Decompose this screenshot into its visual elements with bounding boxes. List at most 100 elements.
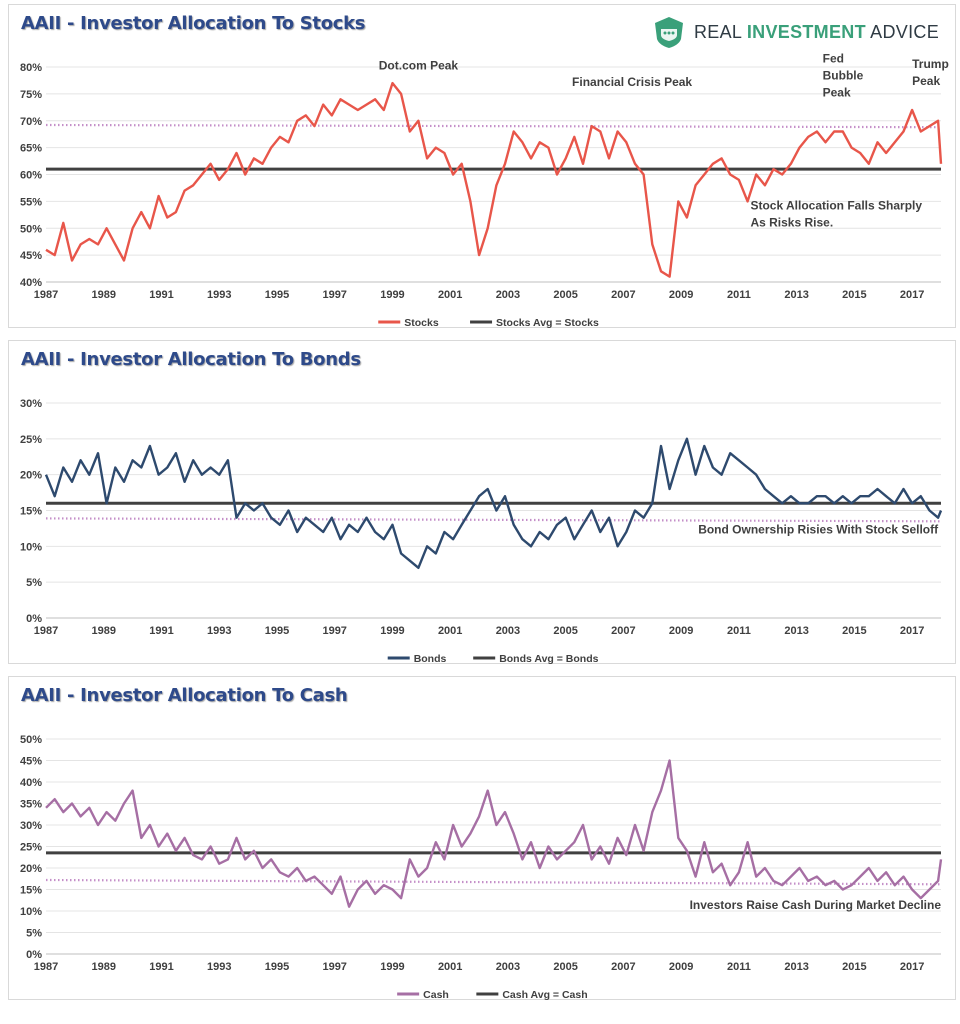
bonds-x-tick-label: 1995	[265, 625, 289, 637]
stocks-x-tick-label: 2007	[611, 289, 635, 301]
stocks-x-tick-label: 1991	[149, 289, 173, 301]
cash-y-tick-label: 40%	[20, 777, 42, 789]
cash-x-tick-label: 2015	[842, 961, 866, 973]
stocks-annotation: Trump Peak	[912, 57, 949, 88]
cash-y-tick-label: 20%	[20, 863, 42, 875]
bonds-x-tick-label: 2003	[496, 625, 520, 637]
cash-x-tick-label: 1997	[322, 961, 346, 973]
cash-x-tick-label: 1987	[34, 961, 58, 973]
cash-annotation: Investors Raise Cash During Market Decli…	[690, 898, 942, 912]
cash-x-tick-label: 2011	[727, 961, 751, 973]
bonds-chart-panel: AAII - Investor Allocation To Bonds 0% 5%…	[8, 340, 956, 665]
stocks-annotation-line: Financial Crisis Peak	[572, 75, 692, 89]
stocks-legend-label: Stocks Avg = Stocks	[496, 317, 599, 329]
stocks-annotation-line: Stock Allocation Falls Sharply	[750, 198, 922, 212]
stocks-x-tick-label: 1993	[207, 289, 231, 301]
bonds-x-tick-label: 1999	[380, 625, 404, 637]
bonds-series-line	[44, 437, 943, 570]
stocks-annotation: Fed Bubble Peak	[823, 52, 864, 100]
brand-name-part3: ADVICE	[865, 21, 939, 42]
stocks-x-tick-label: 2015	[842, 289, 866, 301]
stocks-x-tick-label: 1999	[380, 289, 404, 301]
cash-y-tick-label: 0%	[26, 949, 42, 961]
brand-logo: REAL INVESTMENT ADVICE	[652, 15, 939, 49]
stocks-chart: 40% 45% 50% 55% 60% 65% 70% 75% 80% 1987 1989 1991 1…	[20, 52, 949, 329]
stocks-annotation-line: Fed	[823, 52, 844, 66]
cash-x-tick-label: 1993	[207, 961, 231, 973]
bonds-y-tick-label: 0%	[26, 613, 42, 625]
bonds-x-tick-label: 2011	[727, 625, 751, 637]
stocks-annotation-line: Trump	[912, 57, 949, 71]
bonds-x-tick-label: 1997	[322, 625, 346, 637]
stocks-y-tick-label: 80%	[20, 62, 42, 74]
cash-x-tick-label: 2009	[669, 961, 693, 973]
stocks-x-tick-label: 1995	[265, 289, 289, 301]
bonds-y-tick-label: 20%	[20, 470, 42, 482]
stocks-y-tick-label: 75%	[20, 89, 42, 101]
stocks-y-tick-label: 40%	[20, 277, 42, 289]
cash-x-tick-label: 2013	[784, 961, 808, 973]
bonds-chart-title: AAII - Investor Allocation To Bonds	[21, 349, 361, 370]
bonds-y-tick-label: 10%	[20, 541, 42, 553]
bonds-trend-dotted-line	[45, 517, 942, 523]
stocks-x-tick-label: 2013	[784, 289, 808, 301]
stocks-y-tick-label: 55%	[20, 196, 42, 208]
stocks-x-tick-label: 1997	[322, 289, 346, 301]
stocks-x-tick-label: 2017	[900, 289, 924, 301]
bonds-y-tick-label: 25%	[20, 434, 42, 446]
stocks-legend-label: Stocks	[404, 317, 439, 329]
bonds-x-tick-label: 2015	[842, 625, 866, 637]
cash-x-tick-label: 1995	[265, 961, 289, 973]
stocks-x-tick-label: 2001	[438, 289, 462, 301]
cash-y-tick-label: 10%	[20, 906, 42, 918]
cash-chart: 0% 5% 10% 15% 20% 25% 30% 35% 40% 45% 50% 1987 1989 1…	[20, 734, 943, 1001]
bonds-x-tick-label: 1989	[91, 625, 115, 637]
bonds-x-tick-label: 1987	[34, 625, 58, 637]
bonds-x-tick-label: 2017	[900, 625, 924, 637]
bonds-chart: 0% 5% 10% 15% 20% 25% 30% 1987 1989 1991 1993 1995 1…	[20, 398, 943, 665]
stocks-y-tick-label: 50%	[20, 223, 42, 235]
stocks-trend-dotted-line	[45, 123, 942, 129]
stocks-series-line	[45, 81, 943, 278]
cash-annotation-line: Investors Raise Cash During Market Decli…	[690, 898, 942, 912]
bonds-y-tick-label: 15%	[20, 506, 42, 518]
stocks-x-tick-label: 1987	[34, 289, 58, 301]
bonds-x-tick-label: 1991	[149, 625, 173, 637]
cash-series-line	[45, 759, 943, 908]
stocks-y-tick-label: 60%	[20, 170, 42, 182]
bonds-x-tick-label: 2001	[438, 625, 462, 637]
stocks-chart-panel: AAII - Investor Allocation To Stocks REA…	[8, 4, 956, 329]
stocks-x-tick-label: 2009	[669, 289, 693, 301]
stocks-x-tick-label: 2011	[727, 289, 751, 301]
bonds-annotation: Bond Ownership Risies With Stock Selloff	[698, 522, 939, 536]
stocks-annotation: Dot.com Peak	[379, 59, 459, 73]
stocks-y-tick-label: 65%	[20, 143, 42, 155]
stocks-annotation-line: Dot.com Peak	[379, 59, 459, 73]
cash-x-tick-label: 1991	[149, 961, 173, 973]
bonds-x-tick-label: 2009	[669, 625, 693, 637]
cash-y-tick-label: 45%	[20, 756, 42, 768]
stocks-chart-title: AAII - Investor Allocation To Stocks	[21, 13, 366, 34]
cash-trend-dotted-line	[45, 878, 942, 886]
cash-y-tick-label: 35%	[20, 799, 42, 811]
bonds-legend-label: Bonds Avg = Bonds	[499, 653, 598, 665]
cash-x-tick-label: 2007	[611, 961, 635, 973]
stocks-y-tick-label: 45%	[20, 250, 42, 262]
stocks-annotation-line: Peak	[912, 74, 940, 88]
shield-logo-icon	[655, 17, 683, 48]
cash-x-tick-label: 1999	[380, 961, 404, 973]
cash-legend-label: Cash	[423, 989, 449, 1001]
bonds-annotation-line: Bond Ownership Risies With Stock Selloff	[698, 522, 939, 536]
stocks-y-tick-label: 70%	[20, 116, 42, 128]
cash-y-tick-label: 25%	[20, 842, 42, 854]
cash-chart-title: AAII - Investor Allocation To Cash	[21, 685, 348, 706]
cash-x-tick-label: 1989	[91, 961, 115, 973]
cash-x-tick-label: 2003	[496, 961, 520, 973]
bonds-x-tick-label: 1993	[207, 625, 231, 637]
bonds-y-tick-label: 5%	[26, 577, 42, 589]
stocks-annotation: Financial Crisis Peak	[572, 75, 692, 89]
stocks-x-tick-label: 2003	[496, 289, 520, 301]
cash-y-tick-label: 15%	[20, 885, 42, 897]
bonds-y-tick-label: 30%	[20, 398, 42, 410]
